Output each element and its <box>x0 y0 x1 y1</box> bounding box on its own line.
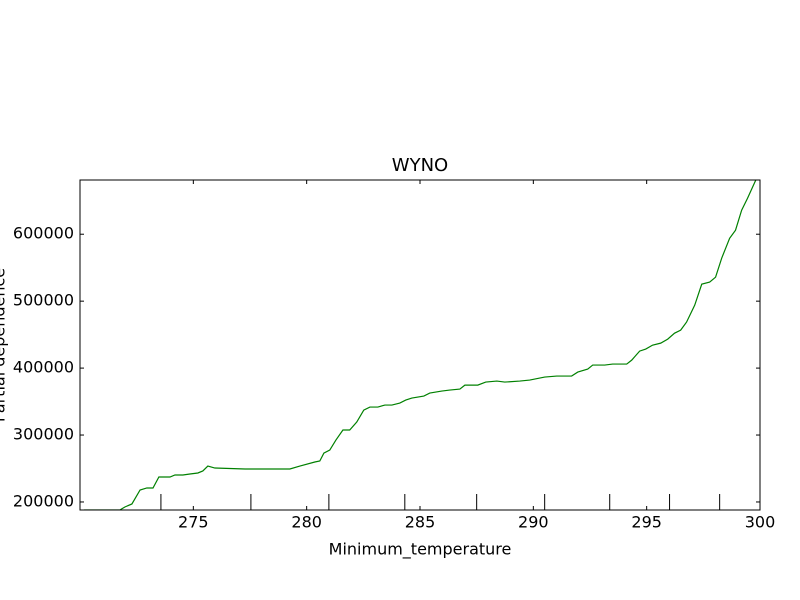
x-tick-label: 285 <box>405 513 436 532</box>
x-tick-label: 295 <box>631 513 662 532</box>
data-line <box>84 180 757 511</box>
x-axis-label: Minimum_temperature <box>329 540 512 560</box>
y-axis-label: Partial dependence <box>0 268 9 422</box>
chart-title: WYNO <box>392 155 448 176</box>
x-tick-label: 280 <box>291 513 322 532</box>
y-tick-label: 500000 <box>13 291 74 310</box>
x-tick-label: 300 <box>745 513 776 532</box>
y-tick-label: 400000 <box>13 358 74 377</box>
plot-frame <box>79 179 761 511</box>
y-tick-label: 300000 <box>13 425 74 444</box>
x-tick-label: 275 <box>178 513 209 532</box>
y-tick-label: 600000 <box>13 224 74 243</box>
y-tick-label: 200000 <box>13 491 74 510</box>
x-tick-label: 290 <box>518 513 549 532</box>
